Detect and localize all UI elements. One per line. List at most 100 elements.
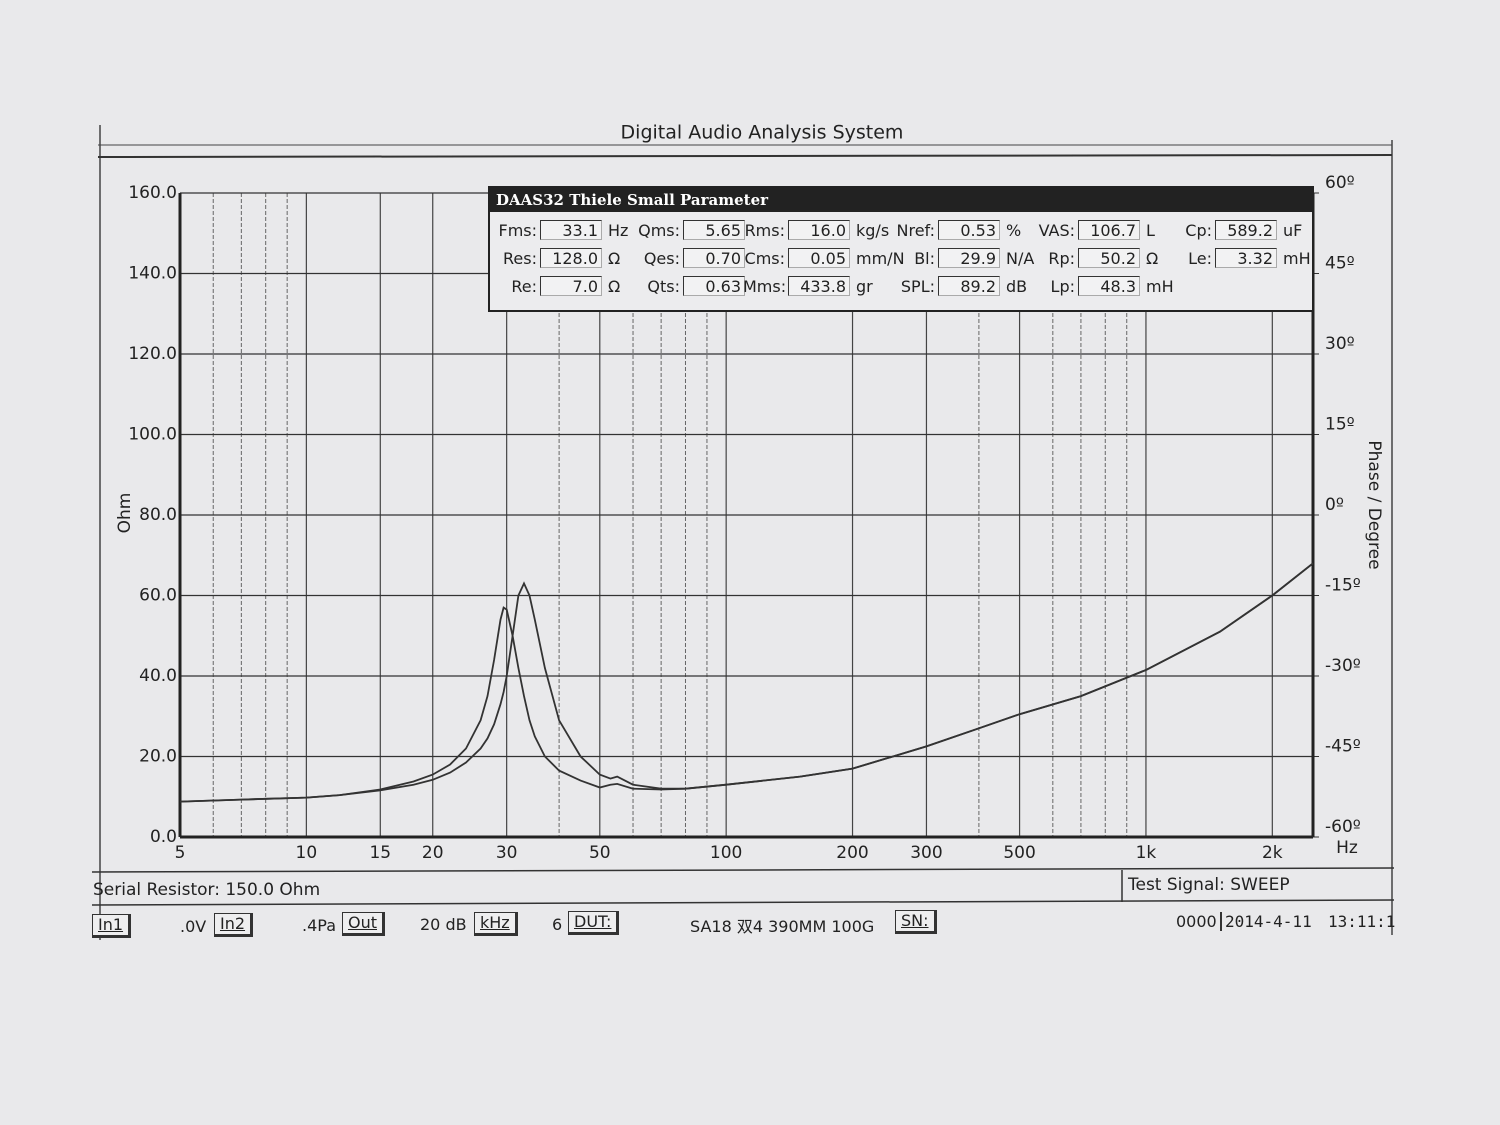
param-unit: gr <box>856 277 873 296</box>
parameter-panel: DAAS32 Thiele Small Parameter Fms: 33.1 Hz… <box>488 186 1314 312</box>
in2-level: .4Pa <box>302 916 336 935</box>
param-label: Re: <box>511 277 537 296</box>
param-value: 433.8 <box>788 276 850 296</box>
y2-tick-label: 30º <box>1325 334 1355 354</box>
param-unit: kg/s <box>856 221 890 240</box>
param-label: Fms: <box>498 221 537 240</box>
param-value: 128.0 <box>540 248 602 268</box>
y2-axis-title: Phase / Degree <box>1364 440 1384 569</box>
y2-tick-label: 60º <box>1325 173 1355 193</box>
param-label: Mms: <box>743 277 787 296</box>
param-value: 0.53 <box>938 220 1000 240</box>
param-value: 16.0 <box>788 220 850 240</box>
x-tick-label: 15 <box>369 843 391 863</box>
date: 2014-4-11 <box>1220 912 1312 931</box>
in2-button[interactable]: In2 <box>214 913 254 937</box>
param-label: Qms: <box>638 221 680 240</box>
param-value: 0.63 <box>683 276 745 296</box>
param-value: 0.05 <box>788 248 850 268</box>
x-tick-label: 50 <box>589 843 611 863</box>
param-value: 0.70 <box>683 248 745 268</box>
time: 13:11:1 <box>1328 912 1396 931</box>
y-tick-label: 160.0 <box>128 183 177 203</box>
frame-line <box>97 154 1393 158</box>
frame-line <box>91 867 1395 873</box>
param-unit: dB <box>1006 277 1028 296</box>
param-label: Res: <box>503 249 537 268</box>
in1-level: .0V <box>180 917 207 936</box>
param-value: 48.3 <box>1078 276 1140 296</box>
param-label: SPL: <box>900 277 935 296</box>
param-label: Rms: <box>744 221 785 240</box>
out-button[interactable]: Out <box>342 912 386 936</box>
param-label: VAS: <box>1038 221 1075 240</box>
in1-button[interactable]: In1 <box>92 914 132 938</box>
param-label: Cms: <box>744 249 785 268</box>
x-tick-label: 200 <box>836 843 868 863</box>
x-tick-label: 20 <box>422 843 444 863</box>
param-unit: Hz <box>608 221 629 240</box>
y-tick-label: 120.0 <box>128 344 177 364</box>
param-value: 33.1 <box>540 220 602 240</box>
x-tick-label: 300 <box>910 843 942 863</box>
y-tick-label: 140.0 <box>128 264 177 284</box>
param-value: 89.2 <box>938 276 1000 296</box>
x-tick-label: 100 <box>710 843 742 863</box>
page-title: Digital Audio Analysis System <box>621 122 904 144</box>
y2-tick-label: 45º <box>1325 254 1355 274</box>
param-value: 5.65 <box>683 220 745 240</box>
param-unit: mH <box>1146 277 1174 296</box>
param-unit: mm/N <box>856 249 905 268</box>
y2-tick-label: -45º <box>1325 737 1361 757</box>
x-tick-label: 500 <box>1003 843 1035 863</box>
param-value: 106.7 <box>1078 220 1140 240</box>
param-unit: % <box>1006 221 1022 240</box>
param-label: Cp: <box>1185 221 1212 240</box>
x-tick-label: 1k <box>1136 843 1157 863</box>
y2-tick-label: -30º <box>1325 656 1361 676</box>
param-unit: Ω <box>608 277 621 296</box>
dut-number: 6 <box>552 915 563 934</box>
y2-tick-label: -15º <box>1325 576 1361 596</box>
dut-button[interactable]: DUT: <box>568 911 620 935</box>
param-unit: uF <box>1283 221 1303 240</box>
param-unit: N/A <box>1006 249 1035 268</box>
test-signal: Test Signal: SWEEP <box>1127 875 1290 895</box>
serial-resistor: Serial Resistor: 150.0 Ohm <box>93 880 320 900</box>
y-tick-label: 80.0 <box>139 505 177 525</box>
param-unit: L <box>1146 221 1155 240</box>
param-label: Nref: <box>896 221 936 240</box>
param-unit: mH <box>1283 249 1311 268</box>
y-axis-title: Ohm <box>115 493 135 534</box>
dut-name: SA18 双4 390MM 100G <box>690 917 875 936</box>
impedance-line <box>179 562 1314 803</box>
param-value: 29.9 <box>938 248 1000 268</box>
y2-tick-label: -60º <box>1325 817 1361 837</box>
out-level: 20 dB <box>420 915 467 934</box>
param-value: 3.32 <box>1215 248 1277 268</box>
y-tick-label: 100.0 <box>128 425 177 445</box>
x-tick-label: 5 <box>175 843 186 863</box>
sn-button[interactable]: SN: <box>895 910 937 934</box>
x-tick-label: 2k <box>1262 843 1283 863</box>
y-tick-label: 40.0 <box>139 666 177 686</box>
parameter-title: DAAS32 Thiele Small Parameter <box>490 188 1312 212</box>
x-tick-label: 10 <box>296 843 318 863</box>
sn-value: 0000 <box>1176 912 1217 931</box>
x-tick-label: 30 <box>496 843 518 863</box>
param-unit: Ω <box>608 249 621 268</box>
y2-tick-label: 0º <box>1325 495 1344 515</box>
impedance-line <box>179 562 1314 803</box>
freq-button[interactable]: kHz <box>474 912 518 936</box>
param-value: 589.2 <box>1215 220 1277 240</box>
param-value: 7.0 <box>540 276 602 296</box>
frame-line <box>91 899 1395 906</box>
param-label: Rp: <box>1048 249 1075 268</box>
param-value: 50.2 <box>1078 248 1140 268</box>
param-label: Qts: <box>647 277 680 296</box>
param-label: Le: <box>1188 249 1212 268</box>
param-unit: Ω <box>1146 249 1159 268</box>
param-label: Qes: <box>643 249 680 268</box>
y-tick-label: 20.0 <box>139 747 177 767</box>
